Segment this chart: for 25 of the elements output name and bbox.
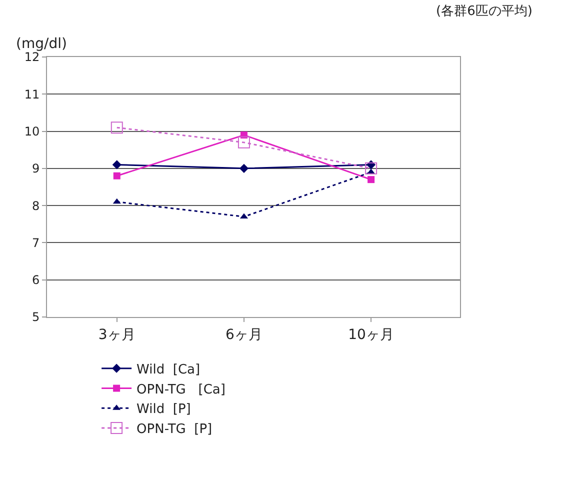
point xyxy=(110,122,123,134)
legend-label: OPN-TG [Ca] xyxy=(136,382,226,398)
y-axis-title: (mg/dl) xyxy=(16,36,67,52)
legend-label: Wild [Ca] xyxy=(136,362,200,378)
y-tick-label: 9 xyxy=(32,162,40,176)
text: (各群6匹の平均) xyxy=(436,4,532,19)
point xyxy=(113,172,120,180)
y-tick-label: 6 xyxy=(32,273,40,288)
y-tick-label: 11 xyxy=(24,87,40,102)
point xyxy=(368,176,375,184)
y-tick-label: 10 xyxy=(24,124,40,138)
y-tick-label: 7 xyxy=(32,236,40,250)
x-tick-label: 6ヶ月 xyxy=(226,326,262,343)
y-tick-label: 12 xyxy=(24,50,40,64)
x-tick-label: 3ヶ月 xyxy=(98,326,136,343)
legend-label: Wild [P] xyxy=(136,402,191,418)
point xyxy=(239,164,249,173)
legend-label: OPN-TG [P] xyxy=(136,422,212,438)
point xyxy=(365,162,378,174)
point xyxy=(112,160,122,170)
point xyxy=(238,136,250,148)
point xyxy=(112,198,121,204)
x-tick-label: 10ヶ月 xyxy=(348,326,394,343)
y-tick-label: 5 xyxy=(32,310,40,324)
y-tick-label: 8 xyxy=(32,198,40,213)
